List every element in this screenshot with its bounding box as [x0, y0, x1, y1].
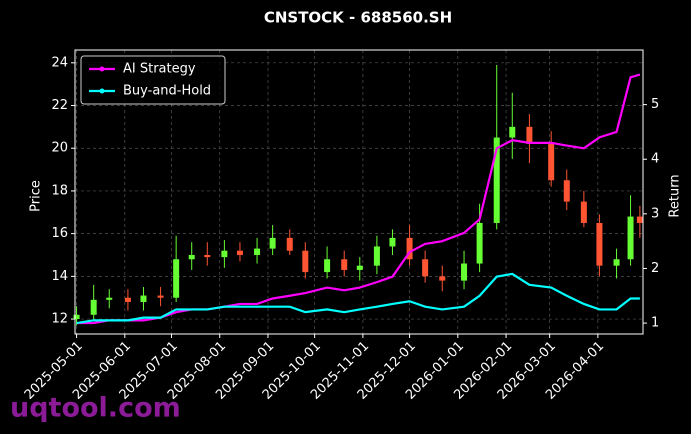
candle-body [254, 248, 261, 255]
candle-body [493, 137, 500, 223]
candle-body [124, 297, 131, 302]
candle-body [236, 250, 243, 255]
y-tick-label: 18 [51, 183, 68, 198]
legend-marker [99, 66, 105, 72]
candle-body [476, 222, 483, 264]
candle-body [461, 263, 468, 281]
candle-body [439, 276, 446, 281]
legend-label: AI Strategy [123, 62, 196, 77]
y-tick-label: 20 [51, 141, 68, 156]
legend-marker [99, 88, 105, 94]
candle-body [140, 295, 147, 302]
candle-body [596, 222, 603, 266]
y2-tick-label: 4 [651, 152, 659, 167]
candle-body [422, 259, 429, 277]
candle-body [221, 250, 228, 258]
candle-body [636, 216, 643, 223]
candle-body [269, 237, 276, 249]
y-tick-label: 16 [51, 226, 68, 241]
candle-body [157, 295, 164, 298]
candle-body [563, 180, 570, 202]
candle-body [173, 259, 180, 298]
return-line [76, 73, 641, 325]
y-tick-label: 22 [51, 98, 68, 113]
candle-body [90, 299, 97, 315]
candle-body [73, 314, 80, 320]
watermark: uqtool.com [10, 393, 181, 424]
candle-body [188, 254, 195, 260]
candle-body [324, 259, 331, 273]
candle-body [627, 216, 634, 260]
candle-body [286, 237, 293, 251]
candle-body [341, 259, 348, 270]
y2-tick-label: 1 [651, 316, 659, 331]
y2-tick-label: 5 [651, 97, 659, 112]
candle-body [302, 250, 309, 273]
candle-body [204, 254, 211, 258]
y2-axis-label: Return [668, 174, 683, 217]
legend-box [80, 55, 226, 105]
candle-body [509, 126, 516, 138]
candle-body [526, 126, 533, 144]
legend-label: Buy-and-Hold [123, 84, 211, 99]
y-tick-label: 12 [51, 312, 68, 327]
candle-body [356, 265, 363, 270]
candle-body [406, 237, 413, 260]
return-line [76, 272, 640, 325]
y2-tick-label: 3 [651, 206, 659, 221]
candle-body [548, 143, 555, 181]
candle-body [389, 237, 396, 247]
candle-body [613, 259, 620, 266]
candle-body [373, 246, 380, 266]
chart-title: CNSTOCK - 688560.SH [264, 9, 452, 27]
y-axis-label: Price [29, 180, 44, 212]
candle-body [580, 201, 587, 223]
candle-body [106, 297, 113, 300]
y2-tick-label: 2 [651, 261, 659, 276]
y-tick-label: 24 [51, 55, 68, 70]
y-tick-label: 14 [51, 269, 68, 284]
plot-frame [74, 49, 644, 335]
